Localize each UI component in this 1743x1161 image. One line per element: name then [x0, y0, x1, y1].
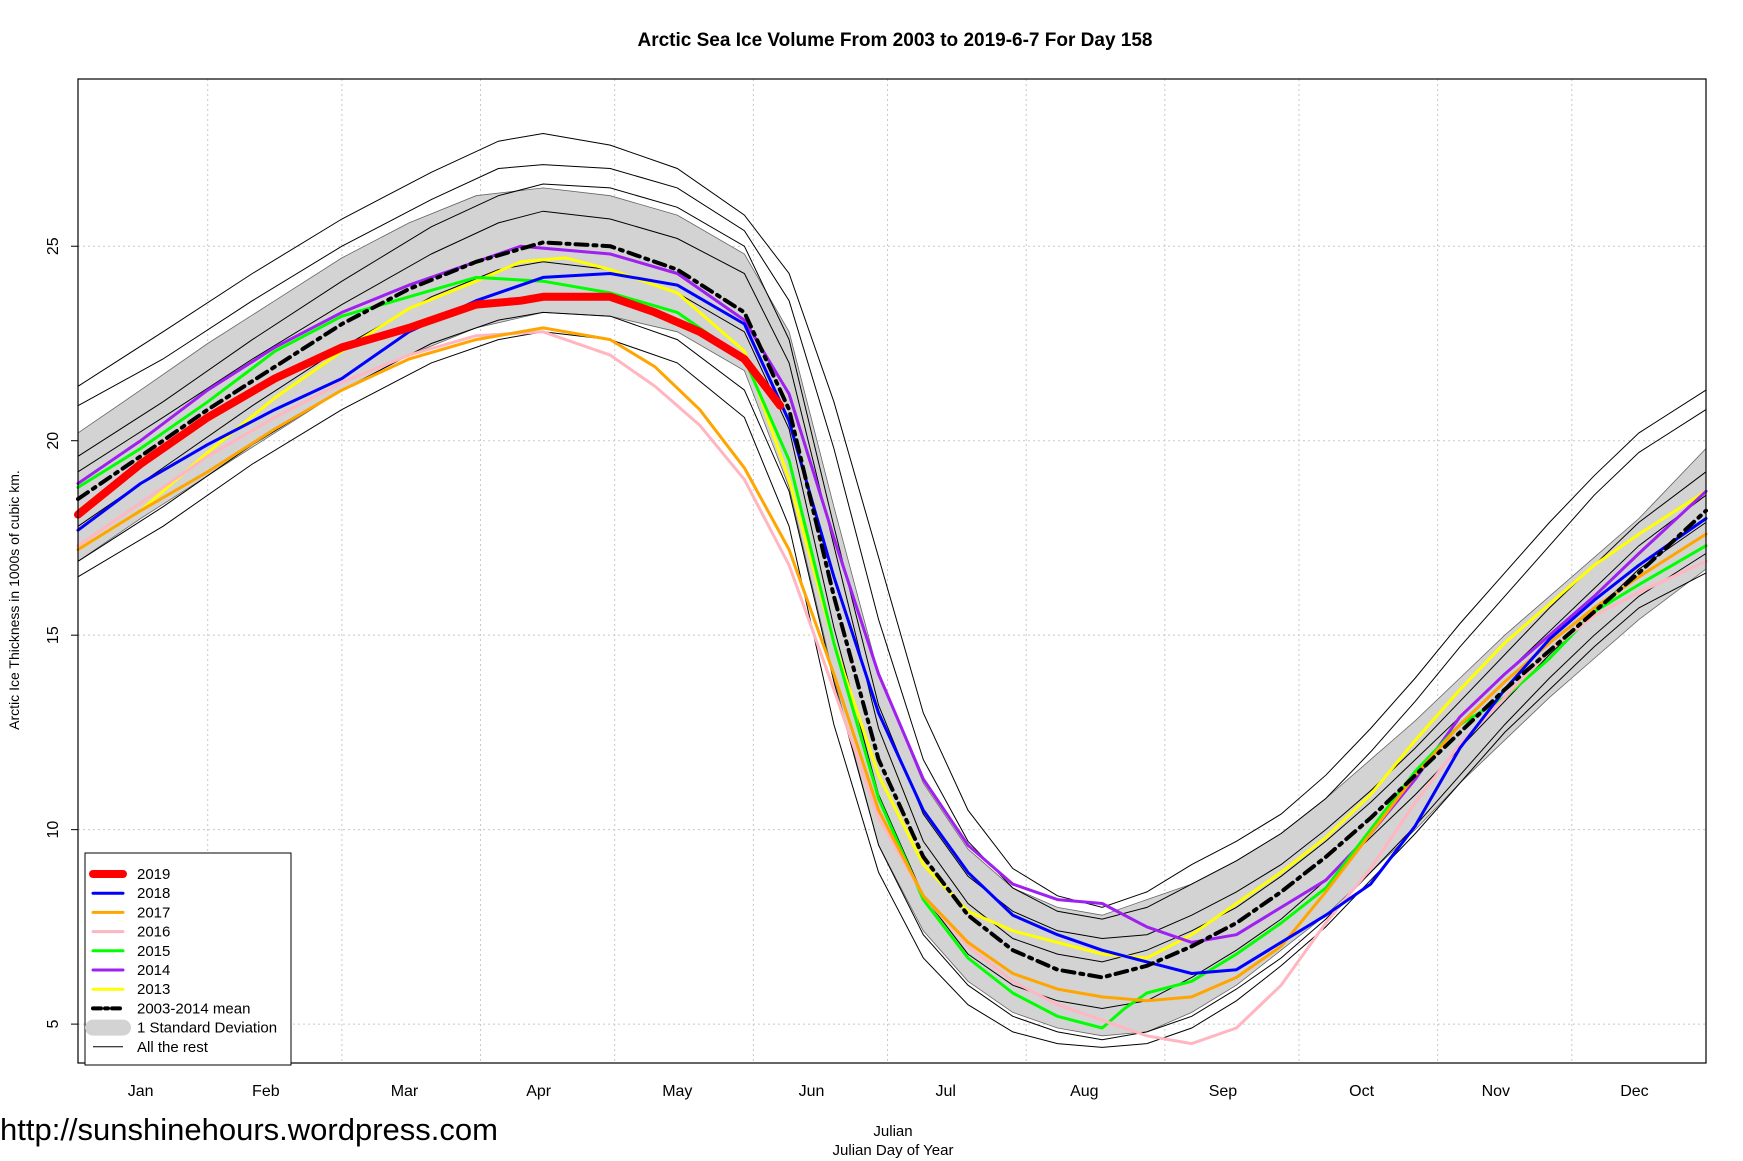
series-line-2003-2014-mean	[76, 240, 1708, 980]
x-tick-label: Oct	[1349, 1083, 1374, 1100]
x-tick-label: Dec	[1620, 1083, 1648, 1100]
series-lines	[74, 240, 1708, 1046]
rest-line	[77, 183, 1707, 940]
legend-label: 2016	[137, 924, 170, 941]
legend-label: 2017	[137, 904, 170, 921]
y-tick-label: 10	[45, 821, 62, 839]
series-line-2017	[76, 326, 1708, 1003]
x-axis-label: Julian	[873, 1123, 912, 1140]
x-tick-label: Feb	[252, 1083, 280, 1100]
y-tick-label: 15	[45, 626, 62, 644]
legend: 2019 2018 2017 2016 2015 2014 2013 2003-2014 me…	[84, 852, 292, 1066]
x-tick-label: Jul	[935, 1083, 955, 1100]
x-tick-label: Nov	[1482, 1083, 1510, 1100]
legend-label: 1 Standard Deviation	[137, 1020, 277, 1037]
grid	[78, 79, 1706, 1063]
rest-line	[77, 164, 1707, 920]
x-tick-label: Aug	[1070, 1083, 1098, 1100]
legend-label: 2013	[137, 981, 170, 998]
sd-band-area	[77, 187, 1707, 1037]
series-line-2019	[74, 292, 785, 519]
series-line-2013	[76, 256, 1708, 960]
legend-label: All the rest	[137, 1039, 209, 1056]
x-tick-label: Mar	[391, 1083, 419, 1100]
x-tick-label: May	[662, 1083, 692, 1100]
series-line-2014	[76, 244, 1708, 944]
rest-line	[77, 331, 1707, 1048]
x-tick-label: Jun	[799, 1083, 825, 1100]
legend-label: 2018	[137, 885, 170, 902]
x-axis-label-2: Julian Day of Year	[833, 1142, 954, 1159]
plot-frame	[77, 78, 1707, 1064]
legend-label: 2019	[137, 866, 170, 883]
x-tick-label: Sep	[1209, 1083, 1238, 1100]
watermark-url: http://sunshinehours.wordpress.com	[0, 1112, 498, 1147]
series-line-2016	[76, 330, 1708, 1046]
y-tick-label: 25	[45, 237, 62, 255]
x-tick-label: Apr	[526, 1083, 552, 1100]
legend-label: 2014	[137, 962, 170, 979]
rest-lines	[77, 132, 1707, 1048]
y-tick-label: 5	[45, 1020, 62, 1029]
sd-band	[77, 187, 1707, 1037]
y-axis-label: Arctic Ice Thickness in 1000s of cubic k…	[6, 470, 22, 730]
rest-line	[77, 311, 1707, 1041]
x-tick-label: Jan	[128, 1083, 154, 1100]
x-axis: Jan Feb Mar Apr May Jun Jul Aug Sep Oct Nov Dec	[128, 1083, 1649, 1100]
chart-title: Arctic Sea Ice Volume From 2003 to 2019-…	[638, 30, 1153, 51]
legend-label: 2015	[137, 943, 170, 960]
y-tick-label: 20	[45, 432, 62, 450]
rest-line	[77, 132, 1707, 908]
y-axis: 5 10 15 20 25	[45, 237, 78, 1029]
legend-label: 2003-2014 mean	[137, 1000, 250, 1017]
